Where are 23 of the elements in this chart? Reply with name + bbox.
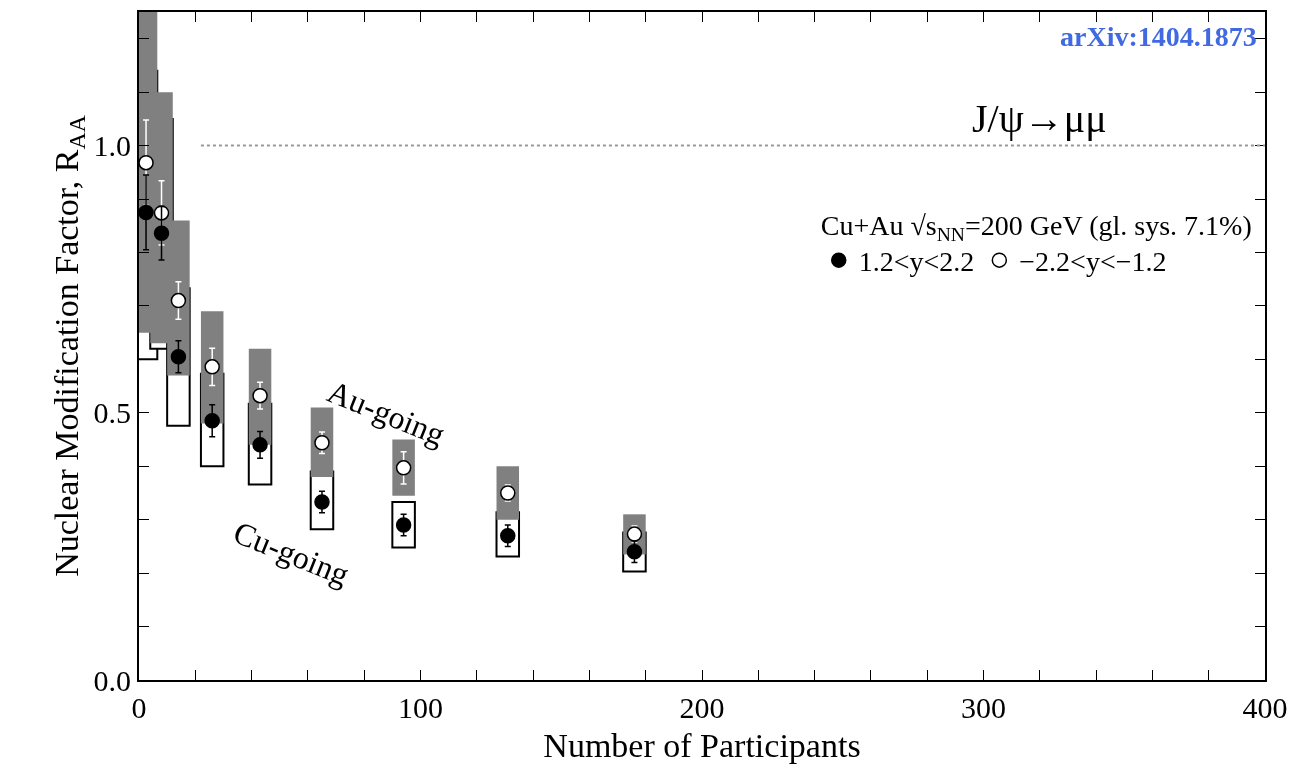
legend-label: 1.2<y<2.2 bbox=[858, 246, 975, 278]
x-tick-label: 100 bbox=[398, 691, 443, 724]
point bbox=[252, 387, 268, 404]
legend-title: Cu+Au √s$_{NN}$=200 GeV (gl. sys. 7.1%) bbox=[820, 210, 1252, 246]
x-tick-label: 300 bbox=[961, 691, 1006, 724]
point bbox=[139, 204, 154, 221]
y-tick-label: 0.0 bbox=[93, 663, 131, 697]
x-tick-label: 200 bbox=[679, 691, 725, 724]
annotation: J/ψ→μμ bbox=[972, 96, 1107, 141]
y-tick-label: 0.5 bbox=[93, 396, 131, 430]
point bbox=[204, 359, 220, 375]
point bbox=[170, 348, 187, 365]
point bbox=[139, 154, 154, 171]
x-tick-label: 400 bbox=[1242, 691, 1288, 724]
y-tick-label: 1.0 bbox=[93, 129, 131, 163]
annotation: arXiv:1404.1873 bbox=[1060, 21, 1257, 52]
point bbox=[252, 437, 268, 453]
point bbox=[153, 225, 170, 241]
point bbox=[204, 413, 220, 429]
legend-label: −2.2<y<−1.2 bbox=[1019, 246, 1167, 278]
x-tick-label: 0 bbox=[131, 691, 147, 724]
x-axis-title: Number of Participants bbox=[543, 726, 861, 764]
point bbox=[170, 292, 187, 309]
